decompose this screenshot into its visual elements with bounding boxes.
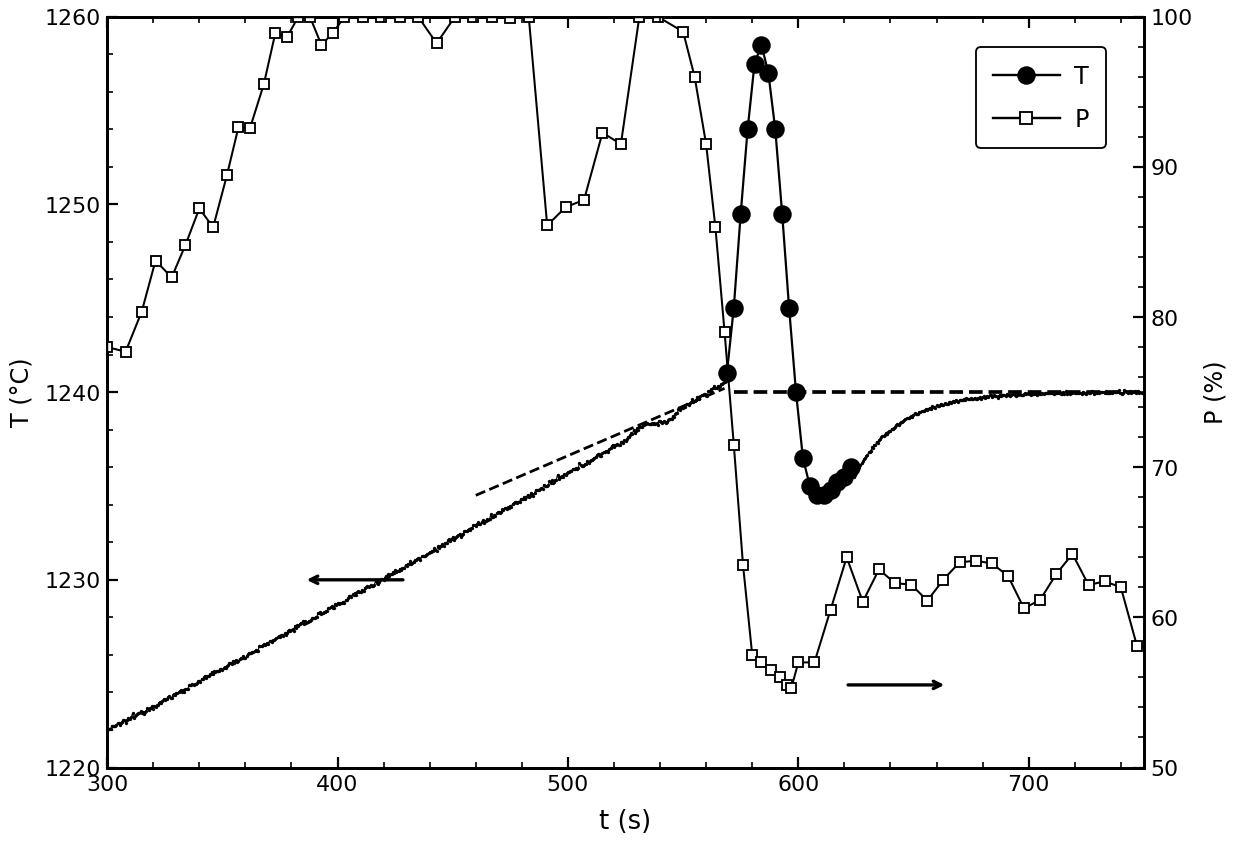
X-axis label: t (s): t (s) xyxy=(599,809,651,835)
Legend: T, P: T, P xyxy=(975,48,1105,149)
Y-axis label: T (°C): T (°C) xyxy=(9,358,33,427)
Y-axis label: P (%): P (%) xyxy=(1203,360,1227,425)
